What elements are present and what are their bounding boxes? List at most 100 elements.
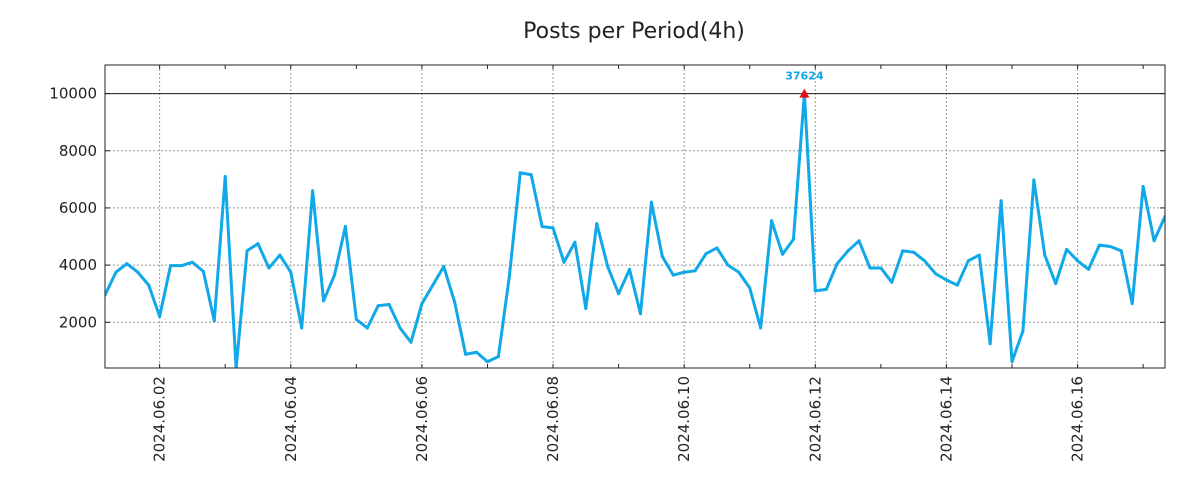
data-point [1043,253,1047,257]
x-tick-label: 2024.06.12 [806,376,824,462]
data-point [1130,302,1134,306]
x-tick-label: 2024.06.06 [413,376,431,462]
data-point [1010,360,1014,364]
data-point [649,200,653,204]
x-tick-label: 2024.06.08 [544,376,562,462]
data-point [343,225,347,229]
data-point [595,222,599,226]
data-point [628,267,632,271]
data-point [770,219,774,223]
data-point [759,326,763,330]
data-point [464,352,468,356]
data-point [988,342,992,346]
data-point [289,270,293,274]
data-point [966,259,970,263]
data-point [442,265,446,269]
data-point [638,312,642,316]
data-point [518,171,522,175]
data-point [737,270,741,274]
data-point [354,317,358,321]
data-point [955,283,959,287]
data-point [507,275,511,279]
data-point [977,253,981,257]
data-point [1021,329,1025,333]
data-point [912,250,916,254]
data-point [245,249,249,253]
data-point [169,264,173,268]
data-point [551,226,555,230]
data-point [715,246,719,250]
data-point [179,264,183,268]
series-line-posts [105,92,1165,368]
data-point [201,269,205,273]
data-point [1076,259,1080,263]
data-point [781,252,785,256]
data-point [944,278,948,282]
data-point [748,286,752,290]
x-tick-label: 2024.06.14 [937,376,955,462]
x-tick-label: 2024.06.02 [151,376,169,462]
x-axis-ticks: 2024.06.02 2024.06.04 2024.06.06 2024.06.08… [151,65,1144,462]
data-point [1097,243,1101,247]
data-point [813,289,817,293]
data-point [212,319,216,323]
peak-marker [799,88,810,98]
data-point [475,350,479,354]
data-point [562,260,566,264]
x-tick-label: 2024.06.16 [1069,376,1087,462]
data-point [376,304,380,308]
y-tick-label: 4000 [59,256,97,274]
data-point [398,326,402,330]
data-point [158,315,162,319]
y-tick-label: 6000 [59,199,97,217]
data-point [311,189,315,193]
data-point [453,300,457,304]
data-point [573,240,577,244]
data-point [278,253,282,257]
data-point [431,283,435,287]
data-point [300,326,304,330]
data-point [540,225,544,229]
data-point [190,260,194,264]
data-point [901,249,905,253]
chart-title: Posts per Period(4h) [523,19,745,44]
data-point [1141,184,1145,188]
data-point [704,252,708,256]
data-point [1119,249,1123,253]
data-point [267,266,271,270]
data-point [223,174,227,178]
peak-group: 37624 [785,70,824,98]
data-point [332,273,336,277]
x-tick-label: 2024.06.10 [675,376,693,462]
y-tick-label: 10000 [49,85,97,103]
data-point [387,303,391,307]
data-point [584,307,588,311]
data-point [890,280,894,284]
data-point [671,273,675,277]
data-point [409,340,413,344]
data-point [1152,239,1156,243]
peak-label: 37624 [785,70,824,83]
data-point [682,270,686,274]
data-point [868,266,872,270]
data-point [114,270,118,274]
data-point [660,255,664,259]
data-point [824,287,828,291]
data-point [791,237,795,241]
data-point [365,326,369,330]
data-point [857,239,861,243]
data-point [1054,282,1058,286]
data-point [256,242,260,246]
series-group [105,92,1165,368]
y-tick-label: 8000 [59,142,97,160]
data-point [529,173,533,177]
data-point [1087,267,1091,271]
data-point [923,259,927,263]
data-point [726,263,730,267]
data-point [606,265,610,269]
plot-frame [104,64,1166,369]
data-point [136,270,140,274]
data-point [485,360,489,364]
y-tick-label: 2000 [59,313,97,331]
data-point [1108,245,1112,249]
